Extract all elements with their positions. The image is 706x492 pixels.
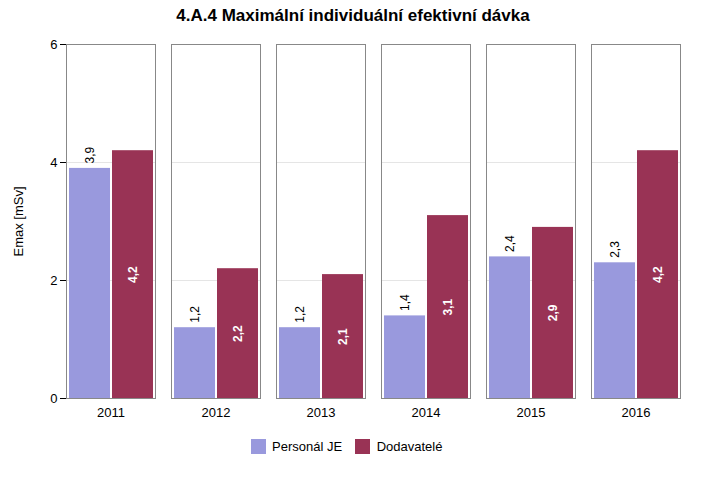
html-text:Dodavatelé: Dodavatelé (376, 439, 443, 454)
svg-text:2,2: 2,2 (231, 325, 245, 342)
svg-text:2,1: 2,1 (336, 328, 350, 345)
svg-text:4: 4 (50, 155, 57, 170)
svg-text:2,4: 2,4 (503, 235, 517, 252)
svg-text:6: 6 (50, 37, 57, 52)
html-text:4.A.4 Maximální individuální e: 4.A.4 Maximální individuální efektivní d… (176, 6, 530, 25)
svg-text:2015: 2015 (517, 405, 546, 420)
svg-text:2,3: 2,3 (608, 241, 622, 258)
svg-text:1,4: 1,4 (398, 294, 412, 311)
html-text:Personál JE: Personál JE (272, 439, 343, 454)
svg-text:2: 2 (50, 273, 57, 288)
svg-text:2,9: 2,9 (546, 304, 560, 321)
svg-text:Emax [mSv]: Emax [mSv] (11, 186, 26, 256)
svg-text:1,2: 1,2 (293, 306, 307, 323)
svg-text:0: 0 (50, 391, 57, 406)
svg-text:2014: 2014 (412, 405, 441, 420)
svg-text:2016: 2016 (622, 405, 651, 420)
svg-text:1,2: 1,2 (188, 306, 202, 323)
svg-text:2012: 2012 (202, 405, 231, 420)
svg-text:4,2: 4,2 (126, 266, 140, 283)
svg-text:4,2: 4,2 (651, 266, 665, 283)
svg-text:3,9: 3,9 (83, 146, 97, 163)
svg-text:2013: 2013 (307, 405, 336, 420)
svg-text:3,1: 3,1 (441, 298, 455, 315)
svg-text:2011: 2011 (97, 405, 125, 420)
